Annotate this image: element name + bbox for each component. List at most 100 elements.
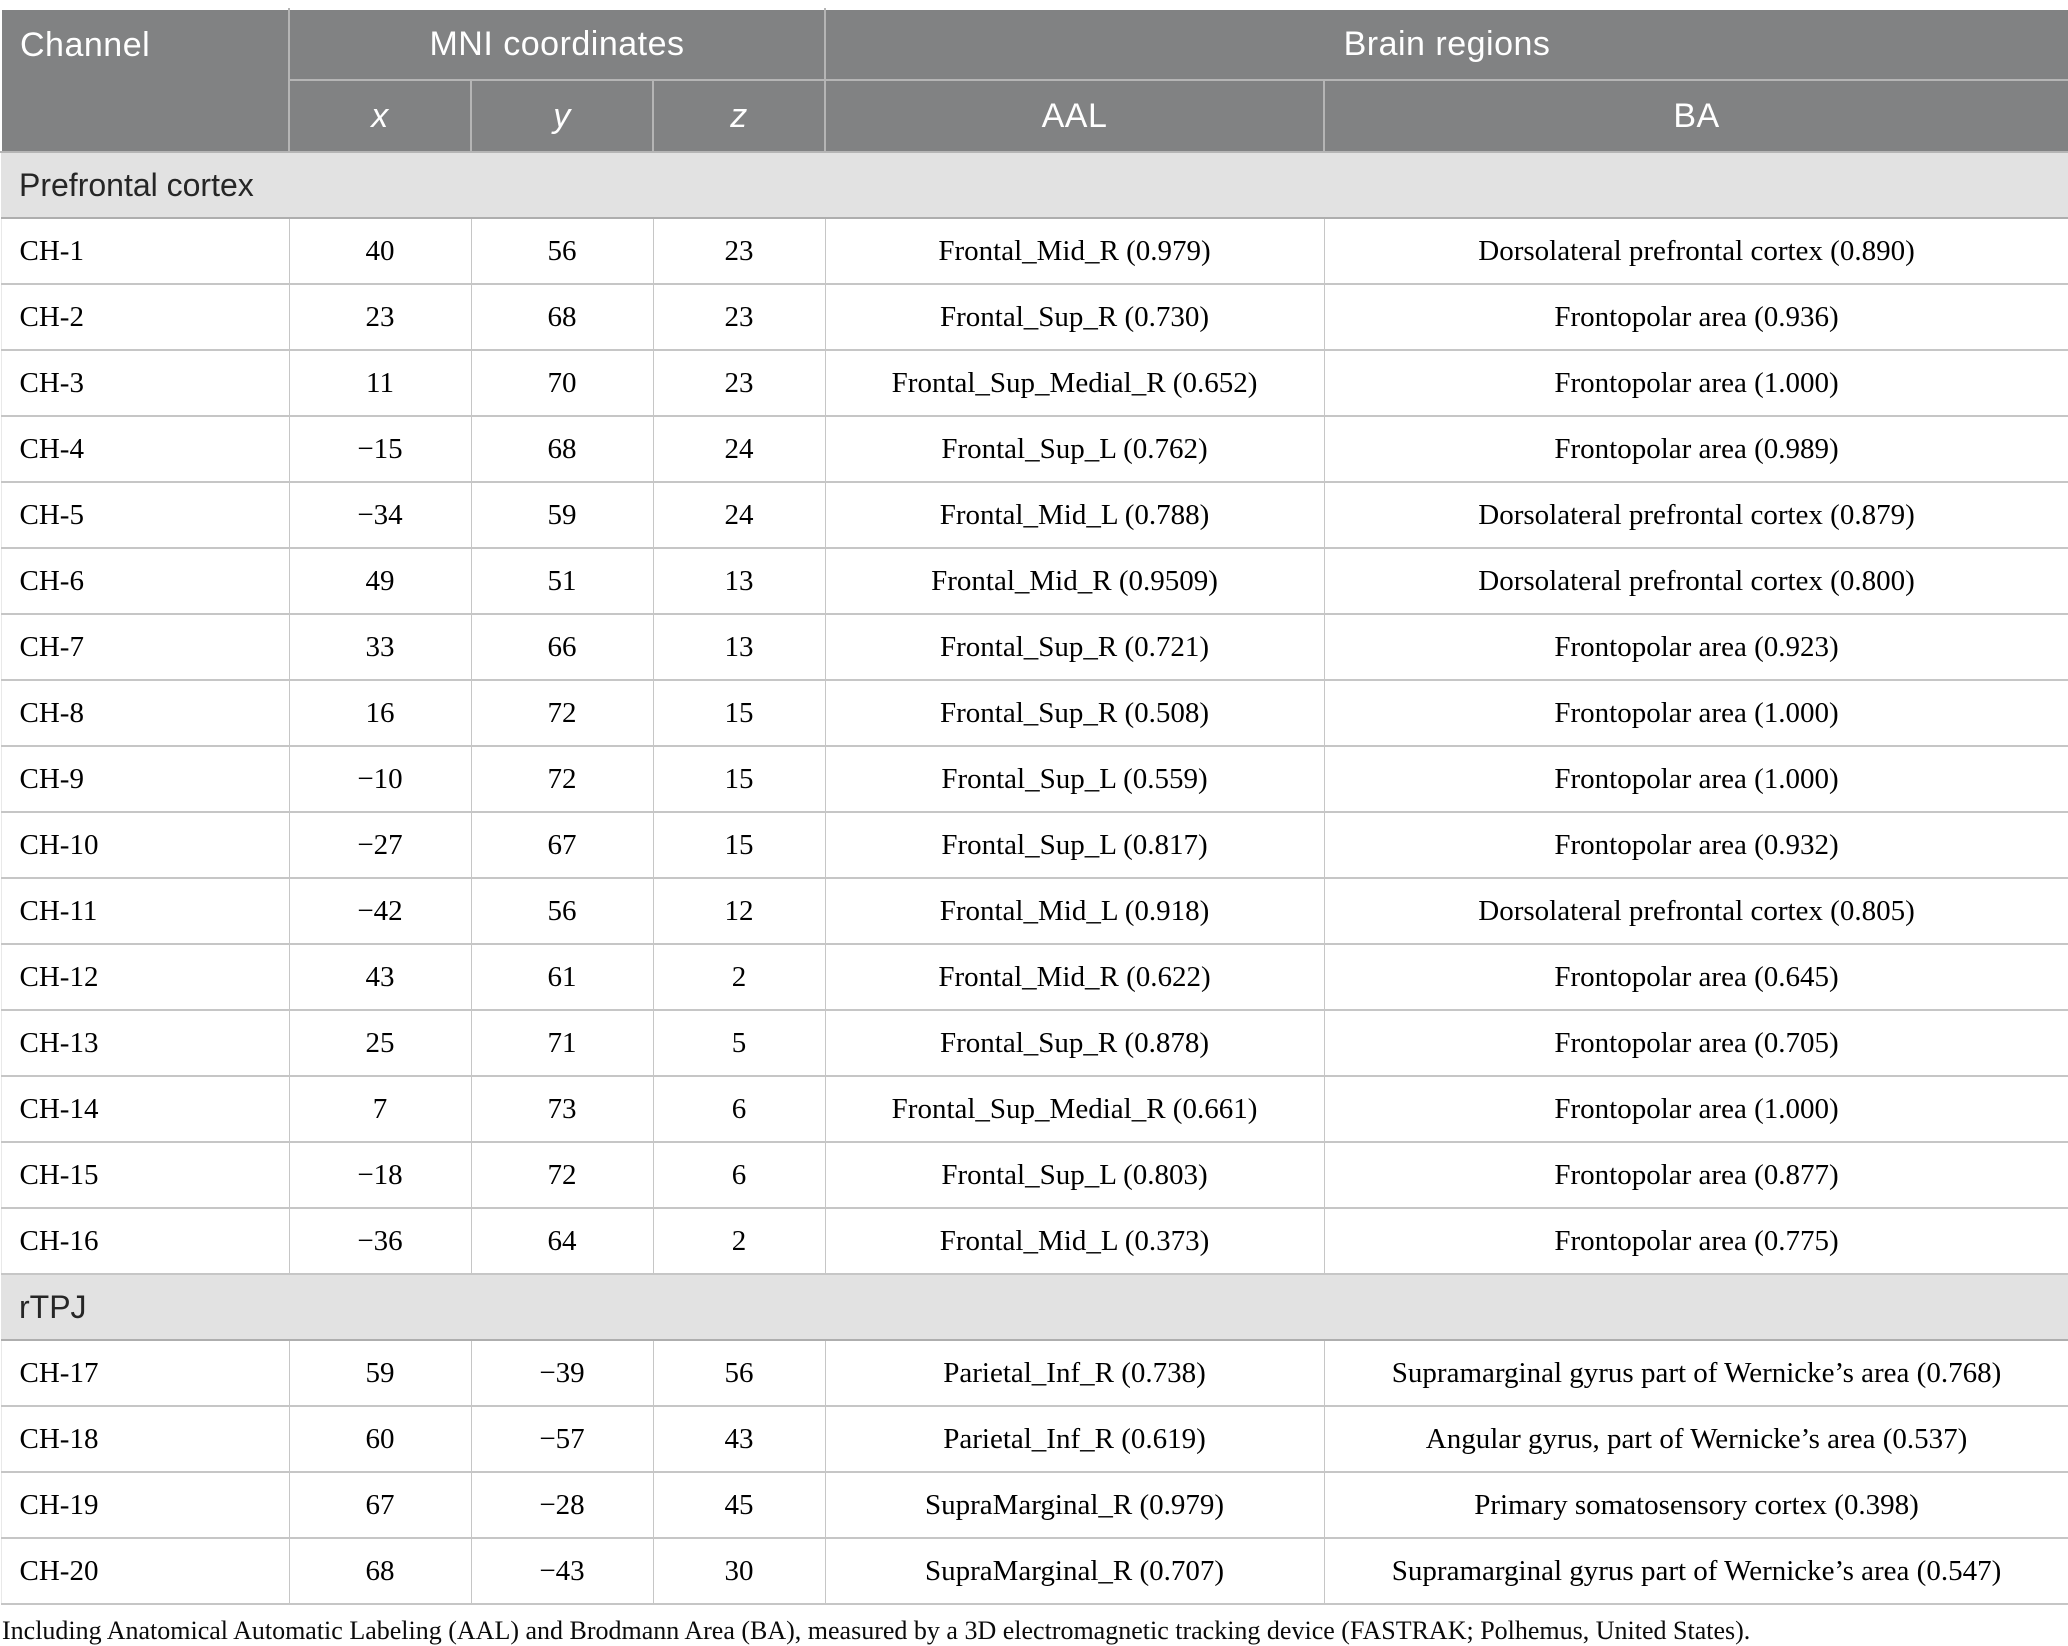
table-row: CH-6 49 51 13 Frontal_Mid_R (0.9509) Dorsolat… (0, 547, 2068, 615)
cell-aal: Frontal_Mid_L (0.373) (824, 1207, 1325, 1275)
cell-y: 68 (470, 283, 654, 351)
cell-x: 11 (288, 349, 472, 417)
cell-ba: Frontopolar area (1.000) (1323, 679, 2068, 747)
cell-y: 56 (470, 217, 654, 285)
cell-aal: Frontal_Mid_R (0.979) (824, 217, 1325, 285)
cell-z: 2 (652, 1207, 826, 1275)
cell-z: 45 (652, 1471, 826, 1539)
cell-channel: CH-9 (0, 745, 290, 813)
cell-aal: Frontal_Sup_R (0.508) (824, 679, 1325, 747)
cell-x: 25 (288, 1009, 472, 1077)
cell-aal: Parietal_Inf_R (0.619) (824, 1405, 1325, 1473)
cell-ba: Primary somatosensory cortex (0.398) (1323, 1471, 2068, 1539)
cell-z: 13 (652, 547, 826, 615)
cell-z: 13 (652, 613, 826, 681)
table-row: CH-12 43 61 2 Frontal_Mid_R (0.622) Frontopol… (0, 943, 2068, 1011)
cell-ba: Supramarginal gyrus part of Wernicke’s a… (1323, 1339, 2068, 1407)
column-header-z: z (651, 79, 827, 153)
cell-y: 51 (470, 547, 654, 615)
cell-ba: Frontopolar area (0.989) (1323, 415, 2068, 483)
cell-x: −18 (288, 1141, 472, 1209)
column-group-mni-coordinates: MNI coordinates (287, 8, 827, 81)
cell-y: 71 (470, 1009, 654, 1077)
cell-z: 23 (652, 349, 826, 417)
cell-z: 30 (652, 1537, 826, 1605)
header-sub-row: x y z AAL BA (1, 79, 2068, 153)
cell-x: −10 (288, 745, 472, 813)
cell-channel: CH-6 (0, 547, 290, 615)
cell-aal: Frontal_Mid_L (0.918) (824, 877, 1325, 945)
cell-y: 70 (470, 349, 654, 417)
table-row: CH-1 40 56 23 Frontal_Mid_R (0.979) Dorsolate… (0, 217, 2068, 285)
cell-ba: Frontopolar area (1.000) (1323, 349, 2068, 417)
cell-x: −42 (288, 877, 472, 945)
header-group-row: Channel MNI coordinates Brain regions (0, 8, 2068, 153)
cell-aal: Frontal_Mid_L (0.788) (824, 481, 1325, 549)
table-row: CH-11 −42 56 12 Frontal_Mid_L (0.918) Dorsola… (0, 877, 2068, 945)
table-row: CH-14 7 73 6 Frontal_Sup_Medial_R (0.661) Fro… (0, 1075, 2068, 1143)
cell-z: 2 (652, 943, 826, 1011)
cell-channel: CH-14 (0, 1075, 290, 1143)
cell-aal: Frontal_Sup_L (0.559) (824, 745, 1325, 813)
cell-y: 73 (470, 1075, 654, 1143)
cell-ba: Frontopolar area (0.936) (1323, 283, 2068, 351)
cell-channel: CH-13 (0, 1009, 290, 1077)
table-row: CH-2 23 68 23 Frontal_Sup_R (0.730) Frontopol… (0, 283, 2068, 351)
cell-ba: Dorsolateral prefrontal cortex (0.890) (1323, 217, 2068, 285)
cell-x: 33 (288, 613, 472, 681)
cell-z: 24 (652, 415, 826, 483)
cell-channel: CH-1 (0, 217, 290, 285)
cell-z: 15 (652, 745, 826, 813)
cell-channel: CH-18 (0, 1405, 290, 1473)
cell-aal: Frontal_Sup_L (0.762) (824, 415, 1325, 483)
cell-z: 6 (652, 1141, 826, 1209)
cell-z: 5 (652, 1009, 826, 1077)
cell-z: 24 (652, 481, 826, 549)
table-row: CH-3 11 70 23 Frontal_Sup_Medial_R (0.652) Fr… (0, 349, 2068, 417)
cell-aal: Frontal_Sup_R (0.878) (824, 1009, 1325, 1077)
cell-channel: CH-8 (0, 679, 290, 747)
cell-channel: CH-2 (0, 283, 290, 351)
cell-x: 23 (288, 283, 472, 351)
cell-aal: Frontal_Sup_Medial_R (0.661) (824, 1075, 1325, 1143)
cell-z: 56 (652, 1339, 826, 1407)
cell-ba: Frontopolar area (0.775) (1323, 1207, 2068, 1275)
cell-x: 49 (288, 547, 472, 615)
cell-z: 12 (652, 877, 826, 945)
cell-ba: Frontopolar area (0.877) (1323, 1141, 2068, 1209)
cell-y: −39 (470, 1339, 654, 1407)
cell-ba: Frontopolar area (0.932) (1323, 811, 2068, 879)
cell-ba: Frontopolar area (0.645) (1323, 943, 2068, 1011)
cell-x: 68 (288, 1537, 472, 1605)
cell-x: −34 (288, 481, 472, 549)
cell-y: 66 (470, 613, 654, 681)
cell-channel: CH-4 (0, 415, 290, 483)
column-header-channel: Channel (0, 8, 290, 153)
table-row: CH-16 −36 64 2 Frontal_Mid_L (0.373) Frontopo… (0, 1207, 2068, 1275)
cell-aal: Frontal_Sup_R (0.730) (824, 283, 1325, 351)
cell-channel: CH-10 (0, 811, 290, 879)
cell-aal: SupraMarginal_R (0.979) (824, 1471, 1325, 1539)
cell-x: 59 (288, 1339, 472, 1407)
cell-y: 72 (470, 1141, 654, 1209)
cell-z: 23 (652, 217, 826, 285)
table-row: CH-8 16 72 15 Frontal_Sup_R (0.508) Frontopol… (0, 679, 2068, 747)
cell-channel: CH-12 (0, 943, 290, 1011)
table-row: CH-15 −18 72 6 Frontal_Sup_L (0.803) Frontopo… (0, 1141, 2068, 1209)
table-row: CH-5 −34 59 24 Frontal_Mid_L (0.788) Dorsolat… (0, 481, 2068, 549)
cell-ba: Frontopolar area (1.000) (1323, 1075, 2068, 1143)
table-row: CH-19 67 −28 45 SupraMarginal_R (0.979) Prima… (0, 1471, 2068, 1539)
cell-ba: Dorsolateral prefrontal cortex (0.805) (1323, 877, 2068, 945)
table-row: CH-18 60 −57 43 Parietal_Inf_R (0.619) Angula… (0, 1405, 2068, 1473)
cell-y: 68 (470, 415, 654, 483)
table-row: CH-4 −15 68 24 Frontal_Sup_L (0.762) Frontopo… (0, 415, 2068, 483)
cell-y: 61 (470, 943, 654, 1011)
cell-x: 67 (288, 1471, 472, 1539)
section-header-row: Prefrontal cortex (1, 151, 2068, 219)
cell-y: 67 (470, 811, 654, 879)
cell-channel: CH-16 (0, 1207, 290, 1275)
cell-channel: CH-11 (0, 877, 290, 945)
cell-aal: Parietal_Inf_R (0.738) (824, 1339, 1325, 1407)
cell-z: 43 (652, 1405, 826, 1473)
cell-y: −57 (470, 1405, 654, 1473)
